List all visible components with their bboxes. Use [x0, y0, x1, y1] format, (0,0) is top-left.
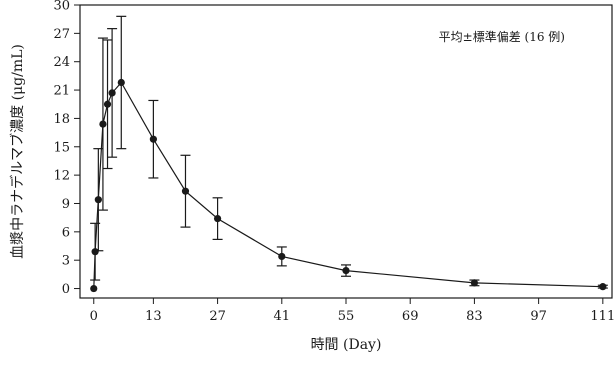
x-tick-label: 83 — [466, 309, 483, 324]
y-tick-label: 9 — [62, 197, 70, 212]
x-tick-label: 55 — [338, 309, 355, 324]
y-tick-label: 0 — [62, 282, 70, 297]
plot-frame — [79, 4, 613, 299]
data-point — [108, 89, 116, 97]
x-axis-title: 時間 (Day) — [311, 337, 382, 353]
y-tick-label: 3 — [62, 254, 70, 269]
y-tick-label: 6 — [62, 225, 70, 240]
x-tick-label: 27 — [209, 309, 226, 324]
data-point — [91, 248, 99, 256]
y-tick-label: 15 — [53, 140, 70, 155]
stats-annotation: 平均±標準偏差 (16 例) — [439, 29, 565, 44]
x-tick-label: 0 — [90, 309, 98, 324]
data-point — [181, 187, 190, 195]
x-tick-label: 111 — [590, 309, 615, 324]
series-line — [93, 81, 603, 289]
data-point — [149, 135, 157, 143]
data-point — [94, 196, 102, 204]
y-tick-label: 18 — [53, 112, 70, 127]
y-tick-label: 24 — [53, 55, 70, 70]
data-point — [470, 279, 479, 287]
x-tick-label: 97 — [530, 309, 547, 324]
y-tick-label: 12 — [53, 169, 70, 184]
data-point — [278, 252, 286, 261]
y-tick-label: 27 — [53, 27, 70, 42]
x-tick-label: 41 — [274, 309, 291, 324]
y-tick-label: 30 — [53, 0, 70, 14]
data-point — [342, 266, 350, 275]
series-line-layer — [90, 15, 608, 293]
chart-text-layer: 血漿中ラナデルマブ濃度 (μg/mL) 時間 (Day) 平均±標準偏差 (16… — [9, 29, 565, 353]
data-point — [117, 78, 125, 87]
data-point — [99, 120, 107, 128]
data-point — [103, 100, 112, 108]
data-point — [213, 215, 222, 223]
x-tick-label: 13 — [145, 309, 162, 324]
x-tick-label: 69 — [402, 309, 419, 324]
y-tick-label: 21 — [53, 84, 70, 99]
data-point — [599, 283, 607, 291]
y-axis-title: 血漿中ラナデルマブ濃度 (μg/mL) — [9, 44, 26, 259]
data-point — [90, 284, 98, 293]
